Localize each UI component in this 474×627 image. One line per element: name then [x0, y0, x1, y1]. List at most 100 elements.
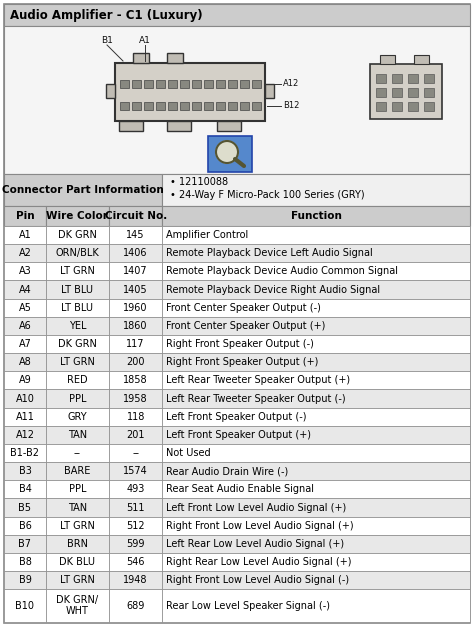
Text: 200: 200 — [127, 357, 145, 367]
Bar — [167, 53, 183, 63]
Bar — [109, 317, 163, 335]
Bar — [204, 102, 213, 110]
Bar — [408, 88, 418, 97]
Bar — [109, 480, 163, 498]
Bar — [109, 571, 163, 589]
Bar — [4, 498, 46, 517]
Bar — [4, 389, 46, 408]
Text: 1858: 1858 — [123, 376, 148, 386]
Bar — [46, 462, 109, 480]
Bar — [4, 244, 46, 262]
Bar — [109, 226, 163, 244]
Bar — [163, 462, 470, 480]
Text: Remote Playback Device Right Audio Signal: Remote Playback Device Right Audio Signa… — [166, 285, 381, 295]
Bar — [109, 589, 163, 622]
Bar — [4, 206, 46, 226]
Text: B9: B9 — [18, 575, 31, 585]
Text: Remote Playback Device Left Audio Signal: Remote Playback Device Left Audio Signal — [166, 248, 373, 258]
Text: A1: A1 — [18, 230, 31, 240]
Text: 1574: 1574 — [123, 466, 148, 477]
Text: A3: A3 — [18, 266, 31, 277]
Bar — [163, 426, 470, 444]
Bar — [216, 80, 225, 88]
Text: 1407: 1407 — [123, 266, 148, 277]
Text: Right Rear Low Level Audio Signal (+): Right Rear Low Level Audio Signal (+) — [166, 557, 352, 567]
Text: Front Center Speaker Output (-): Front Center Speaker Output (-) — [166, 303, 321, 313]
Text: A5: A5 — [18, 303, 31, 313]
Text: Wire Color: Wire Color — [46, 211, 109, 221]
Text: Right Front Speaker Output (+): Right Front Speaker Output (+) — [166, 357, 319, 367]
Bar — [163, 535, 470, 553]
Bar — [163, 589, 470, 622]
Bar — [4, 262, 46, 280]
Text: Front Center Speaker Output (+): Front Center Speaker Output (+) — [166, 321, 326, 331]
Bar — [4, 517, 46, 535]
Bar — [109, 389, 163, 408]
Bar — [376, 102, 386, 111]
Text: BARE: BARE — [64, 466, 91, 477]
Bar — [208, 136, 252, 172]
Text: Right Front Low Level Audio Signal (-): Right Front Low Level Audio Signal (-) — [166, 575, 349, 585]
Bar — [424, 74, 434, 83]
Bar — [119, 121, 143, 131]
Bar — [46, 571, 109, 589]
Bar — [4, 535, 46, 553]
Text: 511: 511 — [127, 503, 145, 512]
Bar — [109, 535, 163, 553]
Text: B7: B7 — [18, 539, 31, 549]
Text: B3: B3 — [18, 466, 31, 477]
Text: A10: A10 — [16, 394, 35, 404]
Bar — [46, 262, 109, 280]
Bar — [4, 4, 470, 26]
Text: 118: 118 — [127, 412, 145, 422]
Text: B1-B2: B1-B2 — [10, 448, 39, 458]
Text: 546: 546 — [127, 557, 145, 567]
Text: Left Rear Tweeter Speaker Output (+): Left Rear Tweeter Speaker Output (+) — [166, 376, 351, 386]
Text: PPL: PPL — [69, 394, 86, 404]
Bar — [217, 121, 241, 131]
Bar — [46, 408, 109, 426]
Bar — [163, 444, 470, 462]
Bar — [120, 102, 129, 110]
Text: TAN: TAN — [68, 430, 87, 440]
Bar — [4, 353, 46, 371]
Bar — [109, 426, 163, 444]
Bar — [228, 102, 237, 110]
Circle shape — [216, 141, 238, 163]
Bar — [228, 80, 237, 88]
Text: Rear Audio Drain Wire (-): Rear Audio Drain Wire (-) — [166, 466, 289, 477]
Bar — [163, 280, 470, 298]
Bar — [46, 553, 109, 571]
Bar — [370, 64, 442, 119]
Bar — [163, 317, 470, 335]
Text: 1958: 1958 — [123, 394, 148, 404]
Bar — [109, 462, 163, 480]
Text: 689: 689 — [127, 601, 145, 611]
Bar — [240, 80, 249, 88]
Bar — [132, 102, 141, 110]
Bar — [133, 53, 149, 63]
Bar — [109, 553, 163, 571]
Bar — [163, 262, 470, 280]
Text: Circuit No.: Circuit No. — [105, 211, 167, 221]
Bar — [163, 480, 470, 498]
Bar — [4, 444, 46, 462]
Text: DK BLU: DK BLU — [59, 557, 95, 567]
Text: LT GRN: LT GRN — [60, 357, 95, 367]
Text: LT GRN: LT GRN — [60, 575, 95, 585]
Text: A8: A8 — [18, 357, 31, 367]
Bar — [180, 80, 189, 88]
Bar — [167, 121, 191, 131]
Bar — [163, 553, 470, 571]
Bar — [163, 408, 470, 426]
Bar — [46, 426, 109, 444]
Bar — [376, 74, 386, 83]
Bar — [4, 174, 163, 206]
Bar — [46, 389, 109, 408]
Bar — [408, 74, 418, 83]
Text: B5: B5 — [18, 503, 31, 512]
Bar — [109, 298, 163, 317]
Text: • 24-Way F Micro-Pack 100 Series (GRY): • 24-Way F Micro-Pack 100 Series (GRY) — [171, 190, 365, 200]
Bar — [46, 444, 109, 462]
Text: RED: RED — [67, 376, 88, 386]
